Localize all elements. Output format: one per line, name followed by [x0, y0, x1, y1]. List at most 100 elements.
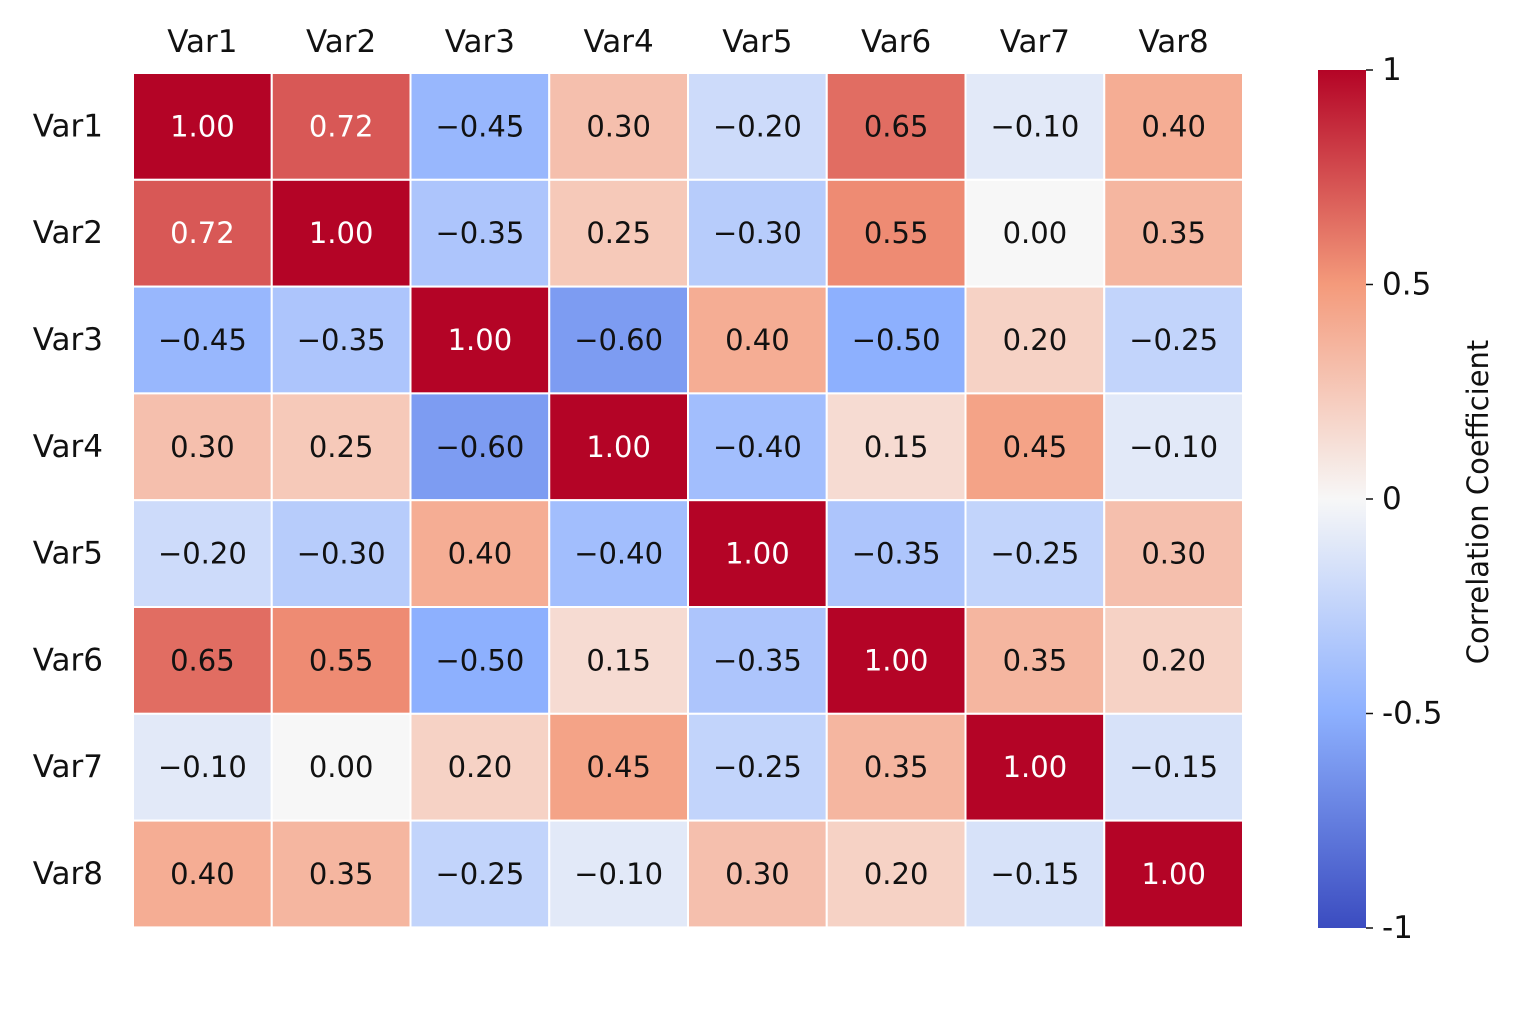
heatmap-cell: [825, 606, 967, 715]
cell-value-label: −0.60: [435, 430, 524, 464]
heatmap-cell: [409, 392, 551, 502]
heatmap-cell: [1103, 606, 1244, 715]
row-tick-label: Var8: [33, 856, 103, 892]
column-tick-label: Var2: [306, 24, 376, 60]
cell-value-label: 0.20: [448, 750, 513, 784]
cell-value-label: −0.50: [435, 643, 524, 677]
heatmap-cell: [409, 606, 551, 715]
heatmap-cell: [964, 606, 1106, 715]
heatmap-cell: [548, 819, 689, 929]
heatmap-cell: [687, 499, 828, 609]
cell-value-label: −0.30: [297, 537, 386, 571]
colorbar-tick-label: 0.5: [1382, 267, 1431, 303]
heatmap-cell: [1103, 499, 1244, 609]
row-tick-label: Var6: [33, 642, 103, 678]
heatmap-cell: [132, 819, 273, 929]
column-tick-label: Var6: [861, 24, 931, 60]
row-tick-label: Var4: [33, 429, 103, 465]
row-tick-label: Var5: [33, 536, 103, 572]
heatmap-cell: [687, 392, 828, 502]
heatmap-cell: [1103, 72, 1244, 181]
cell-value-label: −0.40: [574, 537, 663, 571]
heatmap-cell: [270, 606, 412, 715]
cell-value-label: 0.20: [1141, 643, 1206, 677]
cell-value-label: 0.00: [1003, 216, 1068, 250]
heatmap-cell: [825, 178, 967, 288]
cell-value-label: −0.35: [435, 216, 524, 250]
cell-value-label: 0.30: [725, 857, 790, 891]
heatmap-cell: [1103, 712, 1244, 822]
cell-value-label: −0.10: [990, 109, 1079, 143]
heatmap-cell: [132, 712, 273, 822]
cell-value-label: 1.00: [586, 430, 651, 464]
heatmap-cell: [964, 285, 1106, 395]
heatmap-cell: [1103, 285, 1244, 395]
heatmap-cell: [964, 499, 1106, 609]
cell-value-label: −0.25: [990, 537, 1079, 571]
heatmap-cell: [1103, 819, 1244, 929]
heatmap-cell: [132, 285, 273, 395]
heatmap-cell: [964, 712, 1106, 822]
heatmap-cell: [548, 178, 689, 288]
cell-value-label: −0.10: [158, 750, 247, 784]
cell-value-label: 0.65: [170, 643, 235, 677]
heatmap-cell: [825, 712, 967, 822]
heatmap-cell: [409, 72, 551, 181]
colorbar: 1 0.5 0 -0.5 -1 Correlation Coefficient: [1318, 52, 1495, 946]
cell-value-label: 0.35: [1003, 643, 1068, 677]
cell-value-label: 0.65: [864, 109, 929, 143]
heatmap-cell: [825, 72, 967, 181]
cell-value-label: 0.15: [586, 643, 651, 677]
cell-value-label: 0.30: [1141, 537, 1206, 571]
column-tick-label: Var1: [167, 24, 237, 60]
cell-value-label: 0.25: [586, 216, 651, 250]
cell-value-label: −0.15: [1129, 750, 1218, 784]
cell-value-label: −0.40: [713, 430, 802, 464]
heatmap-cell: [270, 178, 412, 288]
colorbar-tick-label: -0.5: [1382, 696, 1443, 732]
heatmap-cell: [132, 392, 273, 502]
cell-value-label: −0.20: [158, 537, 247, 571]
heatmap-cell: [270, 819, 412, 929]
cell-value-label: 0.25: [309, 430, 374, 464]
cell-value-label: 0.00: [309, 750, 374, 784]
heatmap-cell: [409, 285, 551, 395]
colorbar-ticks: 1 0.5 0 -0.5 -1: [1366, 52, 1443, 946]
heatmap-cell: [270, 72, 412, 181]
cell-value-label: −0.60: [574, 323, 663, 357]
cell-value-label: −0.25: [1129, 323, 1218, 357]
cell-value-label: 0.35: [309, 857, 374, 891]
cell-value-label: 1.00: [1141, 857, 1206, 891]
column-tick-label: Var8: [1138, 24, 1208, 60]
cell-value-label: 1.00: [448, 323, 513, 357]
cell-value-label: 0.45: [586, 750, 651, 784]
cell-value-label: 0.15: [864, 430, 929, 464]
cell-value-label: −0.10: [1129, 430, 1218, 464]
heatmap-cell: [964, 392, 1106, 502]
row-tick-label: Var1: [33, 108, 103, 144]
cell-value-label: 0.30: [170, 430, 235, 464]
colorbar-label: Correlation Coefficient: [1461, 340, 1495, 665]
cell-value-label: −0.45: [435, 109, 524, 143]
heatmap-cell: [1103, 178, 1244, 288]
row-labels: Var1 Var2 Var3 Var4 Var5 Var6 Var7 Var8: [33, 108, 103, 892]
heatmap-cell: [132, 72, 273, 181]
cell-value-label: 0.30: [586, 109, 651, 143]
cell-value-label: 1.00: [864, 643, 929, 677]
cell-value-label: 0.35: [1141, 216, 1206, 250]
colorbar-tick-label: -1: [1382, 910, 1413, 946]
cell-value-label: 0.45: [1003, 430, 1068, 464]
cell-value-label: −0.30: [713, 216, 802, 250]
cell-value-label: −0.35: [713, 643, 802, 677]
heatmap-cell: [687, 819, 828, 929]
cell-value-label: 0.72: [309, 109, 374, 143]
column-labels: Var1 Var2 Var3 Var4 Var5 Var6 Var7 Var8: [167, 24, 1209, 60]
cell-value-label: 0.40: [448, 537, 513, 571]
heatmap-cell: [409, 819, 551, 929]
heatmap-cell: [270, 285, 412, 395]
cell-value-label: −0.45: [158, 323, 247, 357]
cell-value-label: 0.35: [864, 750, 929, 784]
cell-value-label: 1.00: [309, 216, 374, 250]
